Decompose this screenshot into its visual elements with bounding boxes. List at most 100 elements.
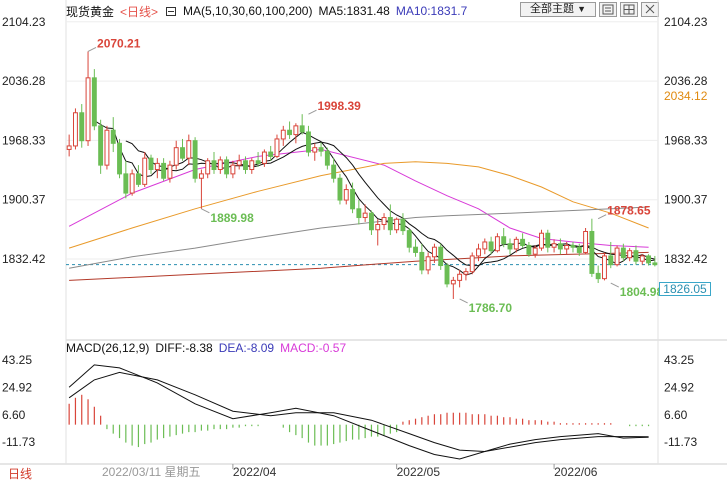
candle-body [337,177,343,201]
candle-body [217,159,223,171]
macd-name[interactable]: MACD(26,12,9) [66,341,150,355]
macd-tick-right: -11.73 [664,435,697,449]
candle-body [98,125,104,166]
list-icon [602,4,614,15]
price-tick-right: 1968.33 [664,133,708,147]
period-tab[interactable]: 日线 [8,467,33,481]
candle-body [123,173,129,194]
extreme-label: 1786.70 [469,301,513,315]
candle-body [564,244,570,250]
candle-body [299,125,305,133]
extreme-pointer [201,208,210,214]
macd-tick-right: 6.60 [664,408,688,422]
candle-body [154,162,160,171]
extreme-label: 1878.65 [607,204,651,218]
candle-body [463,271,469,275]
time-label: 2022/05 [397,465,441,479]
candle-body [79,112,85,142]
theme-label: 全部主题 [530,3,574,15]
candle-body [419,251,425,271]
macd-tick-left: -11.73 [2,435,35,449]
indicator-icon[interactable] [166,6,177,16]
candle-body [406,230,412,248]
candle-body [186,140,192,159]
ma-line-ma60 [68,161,649,249]
indicator-panel-button[interactable] [599,2,617,17]
candle-body [387,217,393,231]
ma60-price-label: 2034.12 [664,89,708,103]
price-tick-right: 2104.23 [664,15,708,29]
candle-body [476,248,481,257]
time-label: 2022/06 [554,465,598,479]
candle-body [255,160,261,164]
time-label: 2022/04 [233,465,277,479]
candle-body [413,246,418,253]
candle-body [249,160,255,171]
candle-body [375,224,381,231]
candle-body [589,230,595,274]
extreme-pointer [610,282,619,288]
candle-body [557,243,563,250]
candle-body [343,189,349,201]
candle-body [583,230,589,253]
period-label[interactable]: <日线> [120,4,159,19]
candle-body [173,147,179,166]
candle-body [602,255,607,280]
macd-tick-left: 6.60 [2,408,26,422]
candle-body [646,255,652,264]
grid-icon [623,4,635,15]
candle-body [400,218,406,232]
candle-body [318,147,324,152]
candle-body [274,138,280,157]
extreme-pointer [308,109,317,115]
macd-diff: DIFF:-8.38 [155,341,213,355]
candle-body [85,77,91,142]
candle-body [457,273,463,281]
candle-body [356,208,362,219]
extreme-pointer [459,298,468,304]
close-button[interactable] [641,2,659,17]
candle-body [268,151,274,157]
candle-body [312,147,318,153]
price-tick-right: 1832.42 [664,252,708,266]
candle-body [652,262,658,266]
candle-body [482,241,488,250]
candle-body [280,129,286,140]
candle-body [66,145,72,150]
candle-body [293,125,299,136]
candle-body [501,236,507,245]
candle-body [614,247,620,266]
candle-body [350,189,356,210]
candle-body [633,250,639,262]
crosshair-date: 2022/03/11 星期五 [102,465,201,479]
ma-settings[interactable]: MA(5,10,30,60,100,200) [183,4,313,18]
candle-body [331,164,337,179]
candle-body [117,142,122,175]
candle-body [639,255,645,262]
candle-body [532,247,538,255]
candle-body [576,246,582,253]
candle-body [539,232,544,249]
macd-tick-left: 43.25 [2,353,32,367]
candle-body [142,157,148,185]
instrument-name: 现货黄金 [66,4,115,19]
candle-body [261,151,267,164]
candle-body [450,279,456,285]
candle-body [545,232,551,248]
candle-body [148,157,154,171]
candle-body [180,147,185,159]
candle-body [243,160,248,171]
candle-body [520,238,526,246]
ma5-value: MA5:1831.48 [318,4,390,18]
candle-body [627,250,633,259]
last-price-badge: 1826.05 [659,282,711,296]
candle-body [167,164,173,179]
candle-body [425,256,431,271]
chevron-down-icon: ▼ [577,4,586,14]
macd-header: MACD(26,12,9) DIFF:-8.38 DEA:-8.09 MACD:… [66,341,346,355]
theme-dropdown[interactable]: 全部主题 ▼ [520,2,596,17]
candle-body [608,255,614,266]
settings-button[interactable] [620,2,638,17]
